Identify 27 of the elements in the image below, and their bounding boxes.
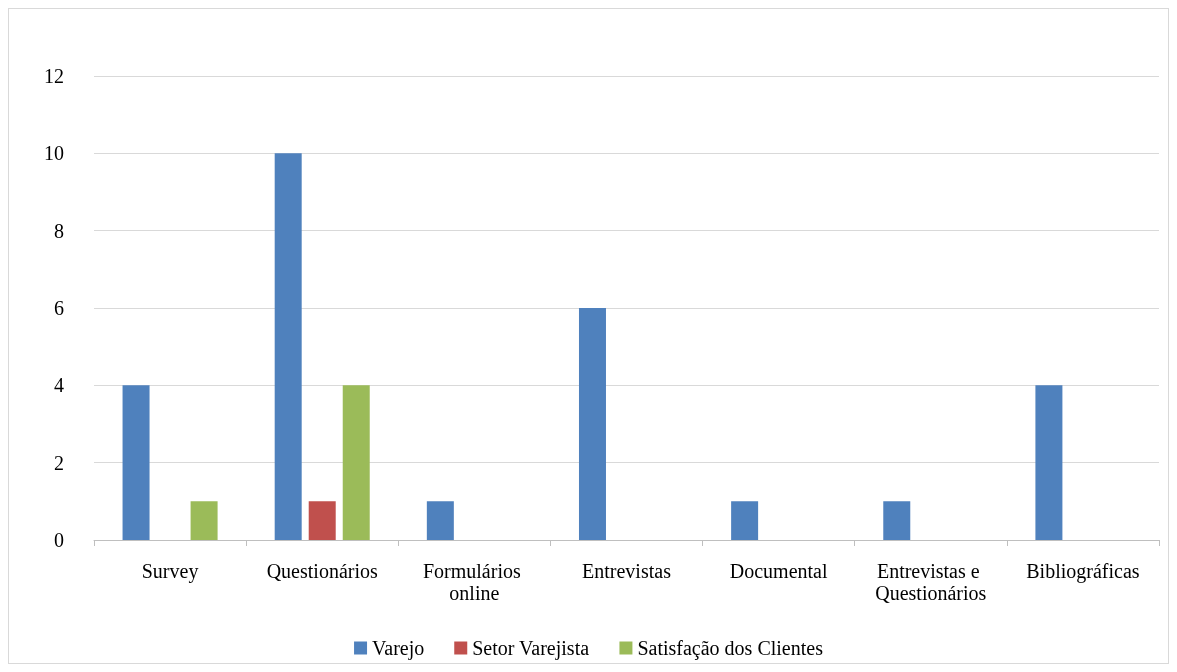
y-tick-label: 12 <box>44 65 64 87</box>
x-tick-label: Formulários online <box>422 560 526 604</box>
bar <box>122 385 150 540</box>
legend-label: Satisfação dos Clientes <box>637 637 824 660</box>
y-tick-label: 8 <box>54 219 64 242</box>
x-tick-label: Entrevistas e Questionários <box>875 560 987 604</box>
y-tick-label: 2 <box>54 451 64 474</box>
x-tick-label: Bibliográficas <box>1026 560 1140 583</box>
bar <box>731 501 759 540</box>
bar <box>342 385 370 540</box>
x-tick-label: Questionários <box>266 560 378 582</box>
bar <box>426 501 454 540</box>
y-tick-label: 4 <box>54 374 64 397</box>
legend-label: Setor Varejista <box>472 637 590 660</box>
bar <box>578 308 606 540</box>
x-tick-label: Entrevistas <box>582 560 672 582</box>
x-tick-label: Survey <box>141 560 199 583</box>
bar <box>274 153 302 540</box>
y-tick-label: 10 <box>44 142 64 165</box>
legend-label: Varejo <box>372 637 425 660</box>
y-tick-label: 6 <box>54 297 64 319</box>
bar <box>308 501 336 540</box>
x-tick-label: Documental <box>729 560 828 582</box>
bar <box>883 501 911 540</box>
bar <box>1035 385 1063 540</box>
y-tick-label: 0 <box>54 529 64 551</box>
bar <box>190 501 218 540</box>
